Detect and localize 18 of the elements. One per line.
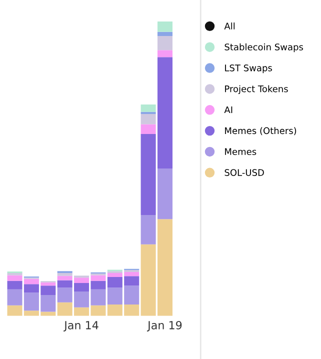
x-tick-label: Jan 19 (147, 320, 182, 332)
bar (157, 32, 173, 36)
legend-label: SOL-USD (224, 169, 264, 176)
legend-label: Stablecoin Swaps (224, 43, 304, 52)
legend-label: AI (224, 106, 232, 114)
legend-label: Project Tokens (225, 85, 288, 94)
bar (140, 124, 156, 134)
bar (157, 50, 173, 58)
legend-label: Memes (Others) (225, 127, 296, 136)
bar (140, 114, 156, 124)
bar (7, 272, 22, 276)
bar (157, 22, 173, 32)
legend-label: LST Swaps (225, 64, 272, 74)
bar (157, 36, 173, 50)
legend-label: All (224, 22, 235, 30)
legend-label: Memes (225, 148, 256, 156)
bar (140, 104, 156, 112)
x-tick-label: Jan 14 (64, 321, 98, 332)
